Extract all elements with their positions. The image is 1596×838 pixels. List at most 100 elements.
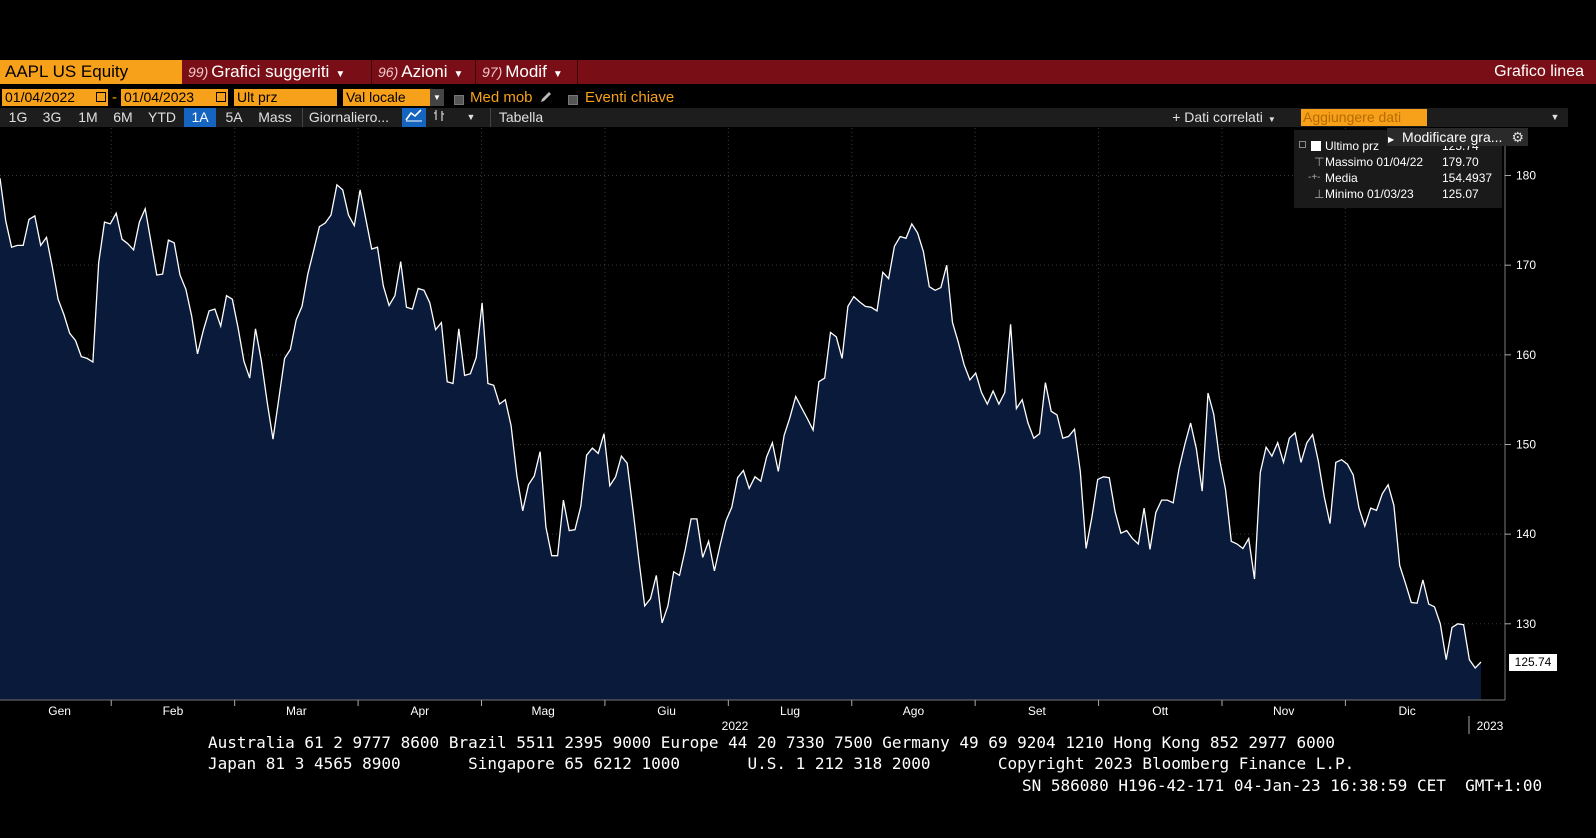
legend-label: Minimo 01/03/23	[1325, 187, 1414, 201]
pencil-icon[interactable]	[539, 89, 553, 110]
modify-chart-button[interactable]: ▶ Modificare gra... ⚙	[1387, 128, 1528, 146]
y-tick-label: 160	[1516, 348, 1536, 362]
key-events-label: Eventi chiave	[585, 89, 675, 106]
moving-average-toggle[interactable]	[454, 92, 464, 110]
menu-number: 99)	[188, 64, 209, 80]
footer-contacts-line1: Australia 61 2 9777 8600 Brazil 5511 239…	[208, 733, 1336, 752]
legend-label: Ultimo prz	[1325, 139, 1380, 153]
x-axis: Gen Feb Mar Apr Mag Giu Lug Ago Set Ott Nov Dic 2022…	[48, 700, 1504, 734]
actions-button[interactable]: 96) Azioni ▼	[372, 60, 476, 84]
range-1y[interactable]: 1A	[184, 108, 216, 127]
caret-down-icon: ▼	[552, 69, 563, 80]
legend-value: 125.07	[1442, 187, 1479, 201]
legend-row-average: -+- Media 154.4937	[1294, 170, 1502, 186]
end-date-value: 01/04/2023	[124, 89, 195, 105]
last-price-label: 125.74	[1509, 653, 1557, 671]
calendar-icon[interactable]	[216, 92, 226, 102]
x-tick-label: Nov	[1273, 704, 1294, 718]
chart-toolbar	[0, 108, 1568, 127]
price-field-select[interactable]: Ult prz	[234, 89, 337, 106]
year-label: 2022	[722, 719, 749, 733]
end-date-field[interactable]: 01/04/2023	[121, 89, 228, 106]
menu-label: Modif	[505, 62, 547, 81]
range-3d[interactable]: 3G	[42, 109, 62, 125]
start-date-field[interactable]: 01/04/2022	[2, 89, 108, 106]
start-date-value: 01/04/2022	[5, 89, 76, 105]
menu-number: 96)	[378, 64, 399, 80]
legend-label: Massimo 01/04/22	[1325, 155, 1424, 169]
high-marker-icon: ⊤	[1314, 155, 1325, 169]
date-separator: -	[112, 89, 117, 106]
bar-chart-icon[interactable]	[428, 108, 450, 127]
legend-value: 179.70	[1442, 155, 1479, 169]
dropdown-arrow-icon[interactable]: ▼	[430, 89, 444, 106]
menu-number: 97)	[482, 64, 503, 80]
x-tick-label: Apr	[410, 704, 429, 718]
gear-icon[interactable]: ⚙	[1511, 129, 1524, 145]
footer-session-info: SN 586080 H196-42-171 04-Jan-23 16:38:59…	[1022, 776, 1543, 795]
range-1m[interactable]: 1M	[78, 109, 98, 125]
suggested-charts-button[interactable]: 99) Grafici suggeriti ▼	[182, 60, 372, 84]
series-color-swatch[interactable]	[1311, 141, 1321, 151]
footer-contacts-line2: Japan 81 3 4565 8900 Singapore 65 6212 1…	[208, 754, 1355, 773]
moving-average-label: Med mob	[470, 89, 533, 106]
price-chart[interactable]: 130 140 150 160 170 180 Gen Feb Mar Apr Mag Giu Lug…	[0, 128, 1568, 738]
modify-chart-label: Modificare gra...	[1402, 129, 1503, 145]
collapse-icon[interactable]	[1299, 141, 1306, 148]
table-button[interactable]: Tabella	[490, 108, 551, 127]
key-events-toggle[interactable]	[568, 92, 578, 110]
x-tick-label: Feb	[163, 704, 184, 718]
y-tick-label: 180	[1516, 169, 1536, 183]
x-tick-label: Lug	[780, 704, 800, 718]
related-data-label: + Dati correlati	[1172, 109, 1263, 125]
range-max[interactable]: Mass	[258, 109, 292, 125]
legend-row-low: ⊥ Minimo 01/03/23 125.07	[1294, 186, 1502, 202]
frequency-select[interactable]: Giornaliero...	[302, 108, 395, 127]
related-data-button[interactable]: + Dati correlati ▼	[1163, 108, 1285, 127]
low-marker-icon: ⊥	[1314, 187, 1325, 201]
security-field[interactable]: AAPL US Equity	[0, 60, 182, 84]
price-line	[0, 178, 1482, 670]
y-tick-label: 150	[1516, 437, 1536, 451]
chart-style-dropdown-icon[interactable]: ▼	[466, 112, 476, 122]
range-6m[interactable]: 6M	[113, 109, 133, 125]
x-tick-label: Mar	[286, 704, 307, 718]
range-5y[interactable]: 5A	[225, 109, 243, 125]
average-marker-icon: -+-	[1308, 172, 1321, 183]
x-tick-label: Ago	[903, 704, 925, 718]
calendar-icon[interactable]	[96, 92, 106, 102]
x-tick-label: Mag	[532, 704, 555, 718]
menu-label: Azioni	[401, 62, 448, 81]
checkbox[interactable]	[568, 95, 578, 105]
toolbar-dropdown-icon[interactable]: ▼	[1550, 112, 1560, 122]
y-tick-label: 140	[1516, 527, 1536, 541]
year-label: 2023	[1477, 719, 1504, 733]
y-tick-label: 130	[1516, 617, 1536, 631]
legend-label: Media	[1325, 171, 1358, 185]
range-1d[interactable]: 1G	[8, 109, 28, 125]
add-data-field[interactable]: Aggiungere dati	[1301, 109, 1427, 126]
x-tick-label: Ott	[1152, 704, 1169, 718]
checkbox[interactable]	[454, 95, 464, 105]
x-tick-label: Dic	[1398, 704, 1415, 718]
legend-value: 154.4937	[1442, 171, 1493, 185]
y-axis: 130 140 150 160 170 180	[1505, 169, 1536, 631]
caret-down-icon: ▼	[335, 69, 346, 80]
price-area-fill	[0, 178, 1481, 700]
chart-type-label: Grafico linea	[1494, 63, 1584, 80]
caret-right-icon: ▶	[1388, 135, 1395, 144]
range-ytd[interactable]: YTD	[148, 109, 176, 125]
x-tick-label: Gen	[48, 704, 71, 718]
y-tick-label: 170	[1516, 258, 1536, 272]
currency-select[interactable]: Val locale ▼	[343, 89, 444, 106]
legend-row-high: ⊤ Massimo 01/04/22 179.70	[1294, 154, 1502, 170]
function-header-bar	[0, 60, 1596, 84]
caret-down-icon: ▼	[453, 69, 464, 80]
x-tick-label: Giu	[657, 704, 676, 718]
currency-value: Val locale	[346, 89, 406, 105]
line-chart-icon[interactable]	[402, 108, 426, 127]
x-tick-label: Set	[1028, 704, 1047, 718]
menu-label: Grafici suggeriti	[211, 62, 330, 81]
edit-button[interactable]: 97) Modif ▼	[476, 60, 578, 84]
legend-row-last: Ultimo prz 125.74	[1294, 138, 1502, 154]
